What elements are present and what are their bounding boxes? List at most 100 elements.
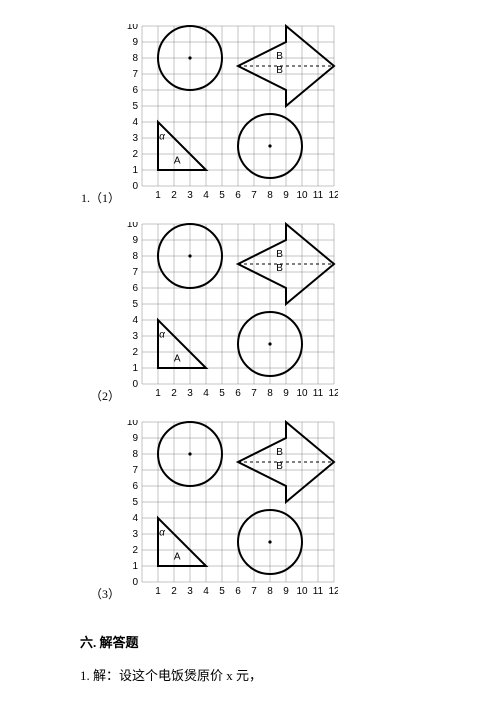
svg-text:12: 12 — [328, 586, 338, 597]
page: 1.（1）123456789101112012345678910AαBB（2）1… — [0, 0, 500, 704]
answer-1: 1. 解：设这个电饭煲原价 x 元， — [80, 665, 450, 684]
circle-lower-center — [268, 144, 271, 147]
label-b-top: B — [276, 447, 283, 458]
shapes — [158, 422, 334, 574]
svg-text:1: 1 — [155, 586, 161, 597]
svg-text:4: 4 — [132, 513, 138, 524]
svg-text:1: 1 — [132, 363, 138, 374]
svg-text:2: 2 — [132, 149, 138, 160]
label-alpha: α — [159, 330, 165, 341]
label-alpha: α — [159, 132, 165, 143]
svg-text:8: 8 — [132, 53, 138, 64]
svg-text:11: 11 — [313, 388, 324, 399]
svg-text:1: 1 — [132, 165, 138, 176]
svg-text:11: 11 — [313, 190, 324, 201]
label-b-top: B — [276, 249, 283, 260]
svg-text:10: 10 — [296, 586, 308, 597]
label-b-bot: B — [276, 461, 283, 472]
label-alpha: α — [159, 528, 165, 539]
svg-text:8: 8 — [267, 388, 273, 399]
label-a: A — [174, 156, 181, 167]
triangle-a — [158, 122, 206, 170]
label-b-top: B — [276, 51, 283, 62]
svg-text:8: 8 — [132, 449, 138, 460]
figure-row-2: （2）123456789101112012345678910AαBB — [80, 222, 450, 408]
figure-row-3: （3）123456789101112012345678910AαBB — [80, 420, 450, 606]
svg-text:8: 8 — [132, 251, 138, 262]
answer-1-prefix: 1. 解： — [80, 668, 119, 683]
shapes — [158, 224, 334, 376]
grid-figure: 123456789101112012345678910AαBB — [124, 420, 338, 602]
svg-text:2: 2 — [171, 586, 177, 597]
svg-text:5: 5 — [219, 586, 225, 597]
circle-upper-center — [188, 452, 191, 455]
svg-text:3: 3 — [187, 388, 193, 399]
svg-text:0: 0 — [132, 577, 138, 588]
svg-text:7: 7 — [132, 465, 138, 476]
svg-text:1: 1 — [155, 388, 161, 399]
svg-text:2: 2 — [171, 388, 177, 399]
svg-text:8: 8 — [267, 586, 273, 597]
svg-text:1: 1 — [155, 190, 161, 201]
svg-text:2: 2 — [171, 190, 177, 201]
svg-text:3: 3 — [132, 529, 138, 540]
svg-text:5: 5 — [132, 497, 138, 508]
svg-text:9: 9 — [283, 388, 289, 399]
grid-lines — [142, 224, 334, 384]
svg-text:6: 6 — [132, 481, 138, 492]
svg-text:8: 8 — [267, 190, 273, 201]
label-a: A — [174, 354, 181, 365]
grid-figure: 123456789101112012345678910AαBB — [124, 222, 338, 404]
circle-upper-center — [188, 254, 191, 257]
svg-text:5: 5 — [132, 101, 138, 112]
svg-text:4: 4 — [203, 388, 209, 399]
label-b-bot: B — [276, 65, 283, 76]
svg-text:3: 3 — [132, 133, 138, 144]
svg-text:10: 10 — [296, 190, 308, 201]
shapes — [158, 26, 334, 178]
grid-lines — [142, 26, 334, 186]
figure-svg-wrap-3: 123456789101112012345678910AαBB — [124, 420, 338, 606]
svg-text:7: 7 — [132, 69, 138, 80]
svg-text:4: 4 — [132, 315, 138, 326]
section-heading: 六. 解答题 — [80, 632, 450, 651]
svg-text:6: 6 — [235, 586, 241, 597]
svg-text:9: 9 — [283, 190, 289, 201]
svg-text:4: 4 — [132, 117, 138, 128]
svg-text:6: 6 — [132, 283, 138, 294]
svg-text:10: 10 — [127, 420, 139, 428]
svg-text:4: 4 — [203, 190, 209, 201]
svg-text:6: 6 — [235, 388, 241, 399]
svg-text:10: 10 — [127, 24, 139, 32]
svg-text:9: 9 — [132, 37, 138, 48]
svg-text:3: 3 — [187, 586, 193, 597]
svg-text:6: 6 — [235, 190, 241, 201]
answer-1-text: 设这个电饭煲原价 x 元， — [119, 668, 262, 683]
svg-text:9: 9 — [283, 586, 289, 597]
svg-text:6: 6 — [132, 85, 138, 96]
svg-text:9: 9 — [132, 433, 138, 444]
figure-svg-wrap-2: 123456789101112012345678910AαBB — [124, 222, 338, 408]
svg-text:2: 2 — [132, 545, 138, 556]
figure-row-1: 1.（1）123456789101112012345678910AαBB — [80, 24, 450, 210]
svg-text:0: 0 — [132, 181, 138, 192]
svg-text:7: 7 — [132, 267, 138, 278]
figure-label-1: 1.（1） — [80, 189, 124, 210]
svg-text:1: 1 — [132, 561, 138, 572]
figures-container: 1.（1）123456789101112012345678910AαBB（2）1… — [80, 24, 450, 606]
label-a: A — [174, 552, 181, 563]
svg-text:7: 7 — [251, 388, 257, 399]
svg-text:7: 7 — [251, 190, 257, 201]
svg-text:9: 9 — [132, 235, 138, 246]
triangle-a — [158, 320, 206, 368]
grid-figure: 123456789101112012345678910AαBB — [124, 24, 338, 206]
svg-text:10: 10 — [296, 388, 308, 399]
svg-text:12: 12 — [328, 190, 338, 201]
circle-lower-center — [268, 540, 271, 543]
svg-text:11: 11 — [313, 586, 324, 597]
svg-text:10: 10 — [127, 222, 139, 230]
svg-text:5: 5 — [219, 190, 225, 201]
svg-text:12: 12 — [328, 388, 338, 399]
svg-text:3: 3 — [132, 331, 138, 342]
figure-svg-wrap-1: 123456789101112012345678910AαBB — [124, 24, 338, 210]
